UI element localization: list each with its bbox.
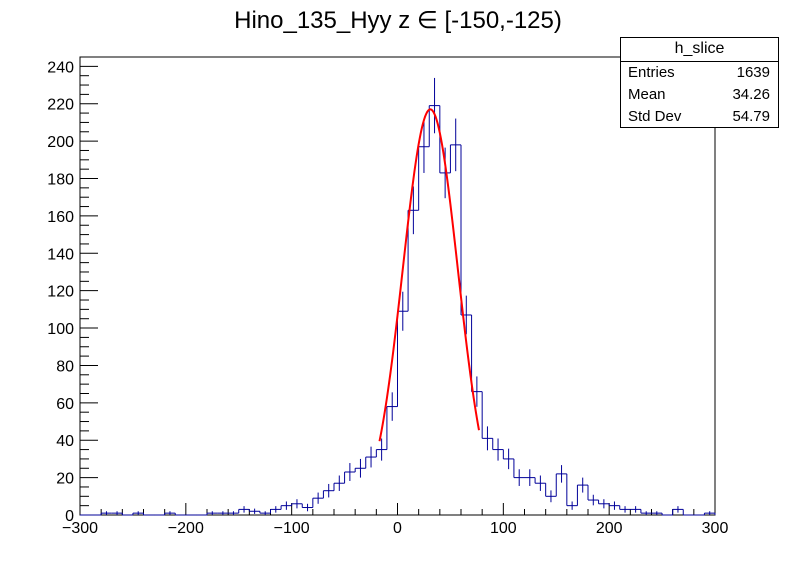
stats-row-entries: Entries 1639 bbox=[621, 62, 778, 84]
y-tick-label: 80 bbox=[56, 358, 74, 375]
chart-title: Hino_135_Hyy z ∈ [-150,-125) bbox=[234, 7, 562, 34]
y-tick-label: 60 bbox=[56, 396, 74, 413]
stats-row-stddev: Std Dev 54.79 bbox=[621, 106, 778, 128]
y-tick-label: 100 bbox=[47, 321, 74, 338]
stats-label: Entries bbox=[628, 64, 675, 81]
y-tick-label: 20 bbox=[56, 471, 74, 488]
y-tick-label: 220 bbox=[47, 97, 74, 114]
stats-value: 34.26 bbox=[732, 86, 770, 103]
stats-box-title: h_slice bbox=[621, 38, 778, 62]
x-tick-label: 0 bbox=[393, 520, 402, 537]
y-tick-label: 160 bbox=[47, 209, 74, 226]
y-tick-label: 40 bbox=[56, 433, 74, 450]
x-tick-label: 100 bbox=[490, 520, 517, 537]
y-tick-label: 240 bbox=[47, 59, 74, 76]
stats-box: h_slice Entries 1639 Mean 34.26 Std Dev … bbox=[620, 37, 779, 128]
y-tick-label: 180 bbox=[47, 172, 74, 189]
x-tick-label: −300 bbox=[62, 520, 98, 537]
stats-row-mean: Mean 34.26 bbox=[621, 84, 778, 106]
stats-value: 1639 bbox=[736, 64, 770, 81]
stats-label: Mean bbox=[628, 86, 666, 103]
x-tick-label: −200 bbox=[168, 520, 204, 537]
y-tick-label: 120 bbox=[47, 284, 74, 301]
y-tick-label: 0 bbox=[65, 508, 74, 525]
stats-value: 54.79 bbox=[732, 108, 770, 125]
stats-label: Std Dev bbox=[628, 108, 682, 125]
x-tick-label: 200 bbox=[596, 520, 623, 537]
gaussian-fit-curve bbox=[378, 108, 480, 442]
y-tick-label: 140 bbox=[47, 246, 74, 263]
x-tick-label: 300 bbox=[702, 520, 729, 537]
x-tick-label: −100 bbox=[274, 520, 310, 537]
y-tick-label: 200 bbox=[47, 134, 74, 151]
